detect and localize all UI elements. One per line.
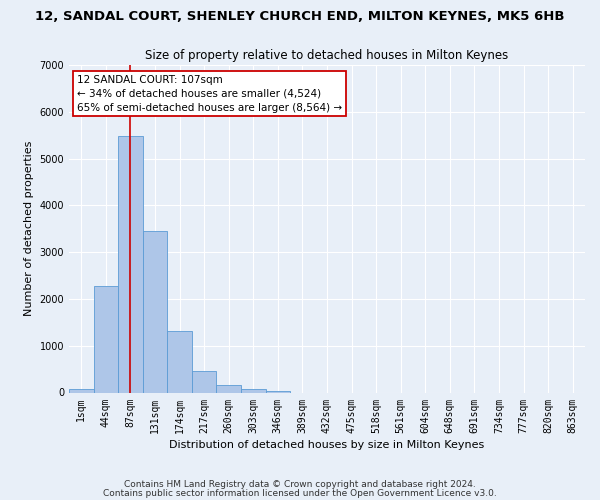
Bar [94, 286, 118, 393]
Bar [167, 330, 192, 392]
Bar [192, 370, 217, 392]
Text: Contains HM Land Registry data © Crown copyright and database right 2024.: Contains HM Land Registry data © Crown c… [124, 480, 476, 489]
Text: 12 SANDAL COURT: 107sqm
← 34% of detached houses are smaller (4,524)
65% of semi: 12 SANDAL COURT: 107sqm ← 34% of detache… [77, 75, 342, 113]
Y-axis label: Number of detached properties: Number of detached properties [24, 141, 34, 316]
Title: Size of property relative to detached houses in Milton Keynes: Size of property relative to detached ho… [145, 50, 509, 62]
Bar [241, 389, 266, 392]
Bar [69, 389, 94, 392]
Text: 12, SANDAL COURT, SHENLEY CHURCH END, MILTON KEYNES, MK5 6HB: 12, SANDAL COURT, SHENLEY CHURCH END, MI… [35, 10, 565, 23]
Bar [143, 231, 167, 392]
Bar [217, 385, 241, 392]
X-axis label: Distribution of detached houses by size in Milton Keynes: Distribution of detached houses by size … [169, 440, 485, 450]
Bar [266, 390, 290, 392]
Text: Contains public sector information licensed under the Open Government Licence v3: Contains public sector information licen… [103, 488, 497, 498]
Bar [118, 136, 143, 392]
